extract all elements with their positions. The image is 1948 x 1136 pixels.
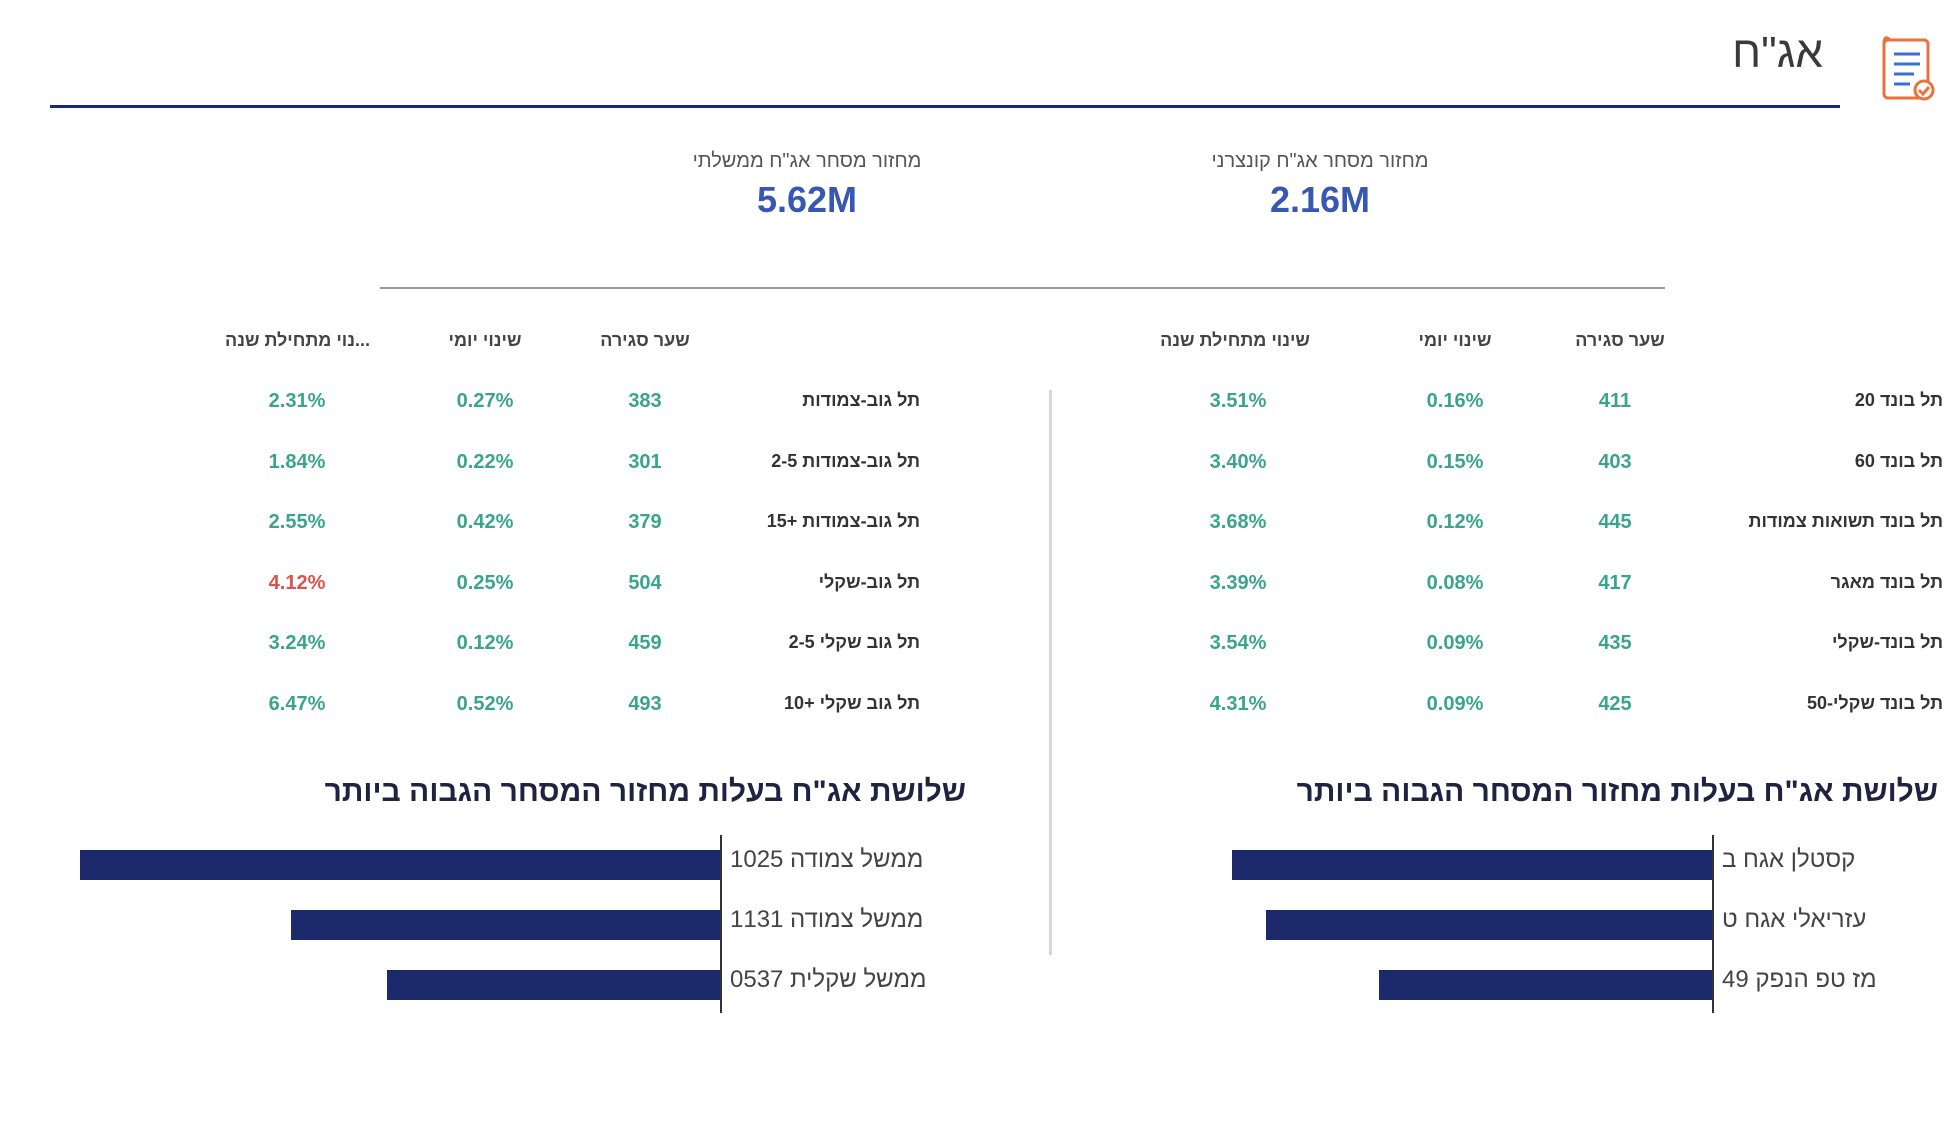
- row-name: תל גוב-צמודות 2-5: [771, 450, 920, 471]
- row-name: תל בונד שקלי-50: [1806, 692, 1943, 713]
- row-name: תל בונד 20: [1854, 390, 1943, 410]
- chart-bar-label: עזריאלי אגח ט: [1722, 906, 1867, 933]
- chart-bar: [387, 970, 720, 1000]
- chart-bar: [1232, 850, 1712, 880]
- row-close: 435: [1598, 632, 1632, 654]
- row-close: 301: [628, 450, 662, 473]
- chart-bar-label: ממשל צמודה 1025: [730, 846, 924, 873]
- chart-bar: [1379, 970, 1712, 1000]
- chart-bar-label: קסטלן אגח ב: [1722, 846, 1856, 873]
- row-daily: 0.08%: [1426, 571, 1484, 594]
- row-name: תל בונד 60: [1854, 450, 1943, 471]
- document-checklist-icon: [1882, 36, 1935, 101]
- chart-bar: [1266, 910, 1712, 940]
- kpi-label: מחזור מסחר אג"ח ממשלתי: [692, 150, 922, 172]
- chart-bar: [291, 910, 720, 940]
- kpi-government-turnover: מחזור מסחר אג"ח ממשלתי 5.62M: [607, 150, 1007, 221]
- chart-axis: [1712, 835, 1714, 1013]
- row-close: 403: [1598, 450, 1632, 473]
- header-ytd: שינוי מתחילת שנה: [1160, 330, 1310, 350]
- kpi-corporate-turnover: מחזור מסחר אג"ח קונצרני 2.16M: [1120, 150, 1520, 221]
- row-name: תל גוב-צמודות: [802, 390, 920, 410]
- chart-bar-label: מז טפ הנפק 49: [1722, 966, 1877, 993]
- chart-bar-label: ממשל צמודה 1131: [730, 906, 924, 933]
- row-ytd: 4.31%: [1209, 692, 1267, 715]
- kpi-label: מחזור מסחר אג"ח קונצרני: [1211, 150, 1429, 172]
- row-ytd: 3.39%: [1209, 571, 1267, 594]
- row-close: 383: [628, 390, 662, 412]
- row-ytd: 3.54%: [1209, 632, 1267, 654]
- row-daily: 0.22%: [456, 450, 514, 473]
- row-ytd: 3.68%: [1209, 511, 1267, 533]
- row-name: תל בונד מאגר: [1830, 571, 1943, 592]
- row-close: 411: [1598, 390, 1632, 412]
- header-divider: [50, 105, 1840, 108]
- chart-bar-label: ממשל שקלית 0537: [730, 966, 927, 993]
- header-daily: שינוי יומי: [448, 330, 522, 350]
- row-daily: 0.12%: [456, 632, 514, 654]
- row-daily: 0.16%: [1426, 390, 1484, 412]
- row-close: 493: [628, 692, 662, 715]
- row-close: 379: [628, 511, 662, 533]
- header-close: שער סגירה: [1575, 330, 1665, 350]
- row-name: תל בונד-שקלי: [1831, 632, 1943, 652]
- row-close: 425: [1598, 692, 1632, 715]
- row-close: 417: [1598, 571, 1632, 594]
- section-divider: [380, 287, 1665, 289]
- row-daily: 0.15%: [1426, 450, 1484, 473]
- page-title: אג"ח: [1732, 28, 1823, 77]
- row-daily: 0.09%: [1426, 632, 1484, 654]
- row-close: 504: [628, 571, 662, 594]
- top3-government-title: שלושת אג"ח בעלות מחזור המסחר הגבוה ביותר: [324, 775, 966, 808]
- row-name: תל גוב שקלי 2-5: [788, 632, 920, 652]
- header-daily: שינוי יומי: [1418, 330, 1492, 350]
- row-name: תל גוב שקלי +10: [784, 692, 920, 713]
- row-name: תל בונד תשואות צמודות: [1748, 511, 1943, 531]
- column-divider: [1049, 390, 1052, 955]
- row-ytd: 1.84%: [268, 450, 326, 473]
- row-daily: 0.09%: [1426, 692, 1484, 715]
- header-ytd: ...נוי מתחילת שנה: [225, 330, 370, 350]
- kpi-value: 2.16M: [1269, 179, 1371, 220]
- row-daily: 0.25%: [456, 571, 514, 594]
- row-close: 445: [1598, 511, 1632, 533]
- row-daily: 0.12%: [1426, 511, 1484, 533]
- chart-axis: [720, 835, 722, 1013]
- row-name: תל גוב-שקלי: [818, 571, 920, 592]
- row-ytd: 3.51%: [1209, 390, 1267, 412]
- row-daily: 0.52%: [456, 692, 514, 715]
- row-ytd: 4.12%: [268, 571, 326, 594]
- chart-bar: [80, 850, 720, 880]
- row-daily: 0.27%: [456, 390, 514, 412]
- top3-corporate-title: שלושת אג"ח בעלות מחזור המסחר הגבוה ביותר: [1296, 775, 1938, 808]
- row-ytd: 3.40%: [1209, 450, 1267, 473]
- row-ytd: 3.24%: [268, 632, 326, 654]
- row-close: 459: [628, 632, 662, 654]
- row-daily: 0.42%: [456, 511, 514, 533]
- kpi-value: 5.62M: [756, 179, 858, 220]
- row-ytd: 6.47%: [268, 692, 326, 715]
- row-ytd: 2.31%: [268, 390, 326, 412]
- row-ytd: 2.55%: [268, 511, 326, 533]
- row-name: תל גוב-צמודות +15: [766, 511, 920, 531]
- header-close: שער סגירה: [600, 330, 690, 350]
